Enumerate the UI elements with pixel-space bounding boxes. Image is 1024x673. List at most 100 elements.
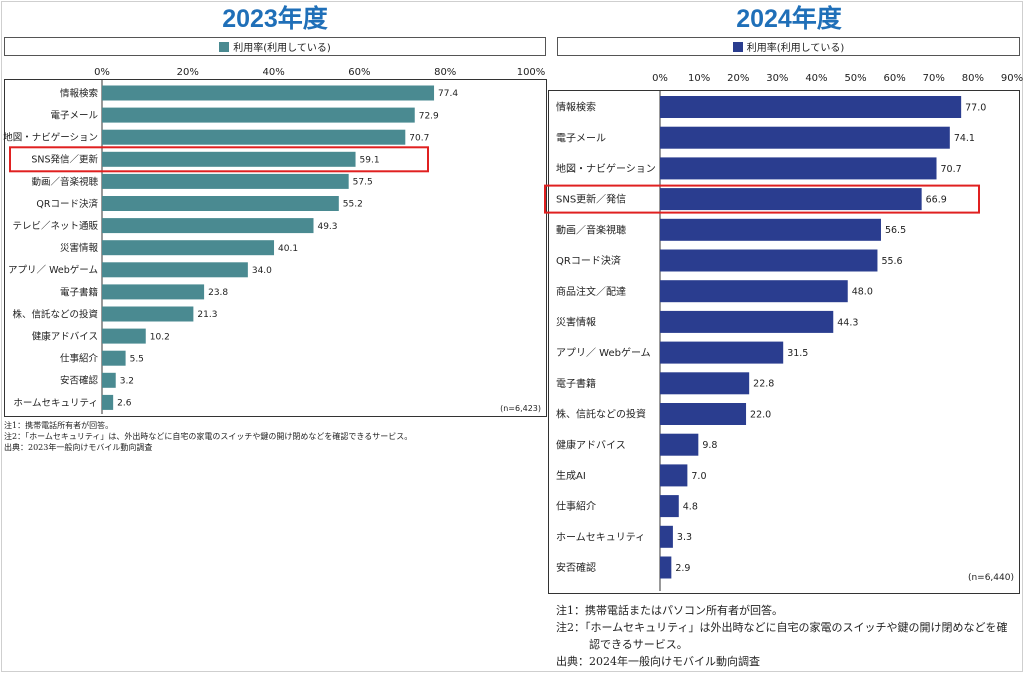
chart-2023-tick-label: 40%	[262, 67, 284, 78]
chart-2024-category-label: 電子書籍	[556, 377, 596, 390]
chart-2024-highlight-box	[544, 184, 980, 214]
chart-2024-bar	[660, 556, 672, 579]
chart-2024-bar	[660, 96, 962, 118]
chart-2023-category-label: 電子メール	[50, 111, 98, 122]
chart-2024-category-label: 商品注文／配達	[556, 285, 626, 298]
chart-2023-value-label: 77.4	[438, 89, 458, 99]
chart-2024-bar	[660, 525, 673, 548]
chart-2023-category-label: SNS発信／更新	[31, 154, 98, 166]
chart-2023-value-label: 3.2	[120, 377, 134, 387]
chart-2024-tick-label: 70%	[923, 73, 945, 84]
chart-2023-bar	[102, 107, 415, 123]
chart-2024-value-label: 3.3	[677, 532, 692, 543]
chart-2023-bar	[102, 85, 435, 101]
chart-2023-category-label: 安否確認	[60, 375, 99, 387]
chart-2024-category-label: 情報検索	[556, 101, 596, 114]
chart-2024-title: 2024年度	[736, 5, 842, 33]
chart-2024-legend: 利用率(利用している)	[557, 37, 1020, 56]
chart-2024-category-label: アプリ／ Webゲーム	[556, 347, 651, 359]
chart-2023-category-label: ホームセキュリティ	[13, 398, 98, 409]
chart-2023-value-label: 2.6	[117, 399, 132, 409]
chart-2024-bar	[660, 157, 937, 180]
chart-2024-bar	[660, 126, 950, 149]
chart-2024-note-1: 注1：携帯電話またはパソコン所有者が回答。	[556, 604, 783, 617]
chart-2024-value-label: 22.0	[750, 409, 771, 420]
chart-2024-category-label: 地図・ナビゲーション	[556, 162, 656, 175]
chart-2024-tick-label: 90%	[1001, 73, 1023, 84]
chart-2023-bar	[102, 306, 194, 322]
chart-2023-bar	[102, 218, 314, 234]
chart-2023-value-label: 57.5	[353, 178, 373, 188]
chart-2024-n-label: (n=6,440)	[968, 573, 1014, 583]
chart-2023-tick-label: 0%	[94, 67, 110, 78]
chart-2024-note-2: 注2：「ホームセキュリティ」は外出時などに自宅の家電のスイッチや鍵の開け閉めなど…	[556, 621, 1008, 634]
chart-2023-tick-label: 80%	[434, 67, 456, 78]
chart-2023-category-label: 電子書籍	[60, 286, 98, 298]
chart-2024-value-label: 48.0	[852, 287, 873, 298]
chart-2023-legend: 利用率(利用している)	[4, 37, 546, 56]
chart-2023-category-label: 災害情報	[60, 242, 99, 254]
chart-2023-category-label: アプリ／ Webゲーム	[8, 264, 98, 276]
chart-2023-value-label: 23.8	[208, 288, 228, 298]
chart-2023-value-label: 59.1	[360, 156, 380, 166]
chart-2024-category-label: QRコード決済	[556, 254, 621, 267]
chart-2023-bar	[102, 129, 406, 145]
chart-2024-value-label: 9.8	[702, 440, 717, 451]
chart-2024-bar	[660, 188, 922, 211]
chart-2024-bar	[660, 403, 747, 425]
chart-2024-value-label: 55.6	[881, 256, 902, 267]
chart-2023-legend-label: 利用率(利用している)	[233, 43, 331, 54]
chart-2023-value-label: 72.9	[419, 111, 439, 121]
chart-2023-category-label: 情報検索	[60, 87, 98, 99]
chart-2024-tick-label: 30%	[766, 73, 788, 84]
chart-2024-category-label: ホームセキュリティ	[556, 531, 645, 543]
chart-2024-category-label: 健康アドバイス	[556, 438, 626, 451]
chart-2024-bar	[660, 464, 688, 487]
chart-2023-category-label: QRコード決済	[36, 198, 98, 210]
chart-2023-value-label: 34.0	[252, 266, 272, 276]
chart-2024-tick-label: 10%	[688, 73, 710, 84]
chart-2023-tick-label: 100%	[517, 67, 546, 78]
chart-2023-value-label: 40.1	[278, 244, 298, 254]
chart-2024-bar	[660, 218, 881, 241]
chart-2024-tick-label: 80%	[962, 73, 984, 84]
chart-2024-bar	[660, 495, 679, 518]
chart-2024-bar	[660, 249, 878, 272]
chart-2024-bar	[660, 372, 750, 395]
chart-2024-value-label: 56.5	[885, 225, 906, 236]
chart-2024-category-label: 安否確認	[556, 561, 596, 574]
chart-2024-bar	[660, 310, 834, 333]
chart-2023-value-label: 70.7	[409, 133, 429, 143]
chart-2023-bar	[102, 262, 248, 278]
chart-2023-bar	[102, 196, 339, 211]
chart-2023-value-label: 5.5	[130, 354, 144, 364]
chart-2023-n-label: (n=6,423)	[500, 404, 541, 413]
chart-2023-tick-label: 20%	[177, 67, 199, 78]
chart-2024-value-label: 31.5	[787, 348, 808, 359]
chart-2024-tick-label: 0%	[652, 73, 668, 84]
chart-2024-value-label: 74.1	[954, 133, 975, 144]
chart-2024-value-label: 77.0	[965, 102, 986, 113]
chart-2023-bar	[102, 151, 356, 167]
chart-2023-category-label: 動画／音楽視聴	[31, 176, 98, 188]
chart-2023-title: 2023年度	[222, 5, 328, 33]
chart-2024-tick-label: 20%	[727, 73, 749, 84]
chart-2023-tick-label: 60%	[348, 67, 370, 78]
chart-2024-value-label: 2.9	[675, 563, 690, 574]
chart-2023-bar	[102, 328, 146, 344]
chart-2023-notes: 注1：携帯電話所有者が回答。 注2：「ホームセキュリティ」は、外出時などに自宅の…	[4, 420, 412, 453]
chart-2024-bar	[660, 341, 784, 364]
chart-2024-value-label: 22.8	[753, 379, 774, 390]
chart-2023-bar	[102, 372, 116, 388]
chart-2023-value-label: 21.3	[197, 310, 217, 320]
chart-2024-bar	[660, 433, 699, 456]
chart-2023-category-label: 健康アドバイス	[32, 331, 98, 343]
legend-swatch-2024	[732, 41, 743, 52]
chart-2024-category-label: 仕事紹介	[556, 500, 596, 513]
chart-2024-notes: 注1：携帯電話またはパソコン所有者が回答。 注2：「ホームセキュリティ」は外出時…	[556, 602, 1008, 670]
chart-2023-value-label: 49.3	[317, 222, 337, 232]
chart-2024-category-label: 電子メール	[556, 132, 606, 144]
chart-2023-bar	[102, 350, 126, 366]
